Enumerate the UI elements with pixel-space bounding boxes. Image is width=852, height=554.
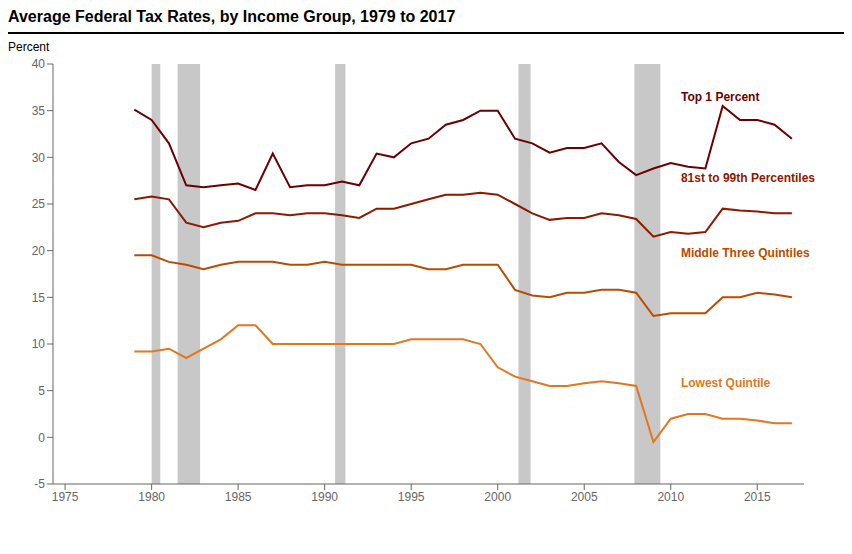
svg-text:2000: 2000 xyxy=(484,490,511,504)
svg-text:30: 30 xyxy=(32,151,46,165)
svg-text:10: 10 xyxy=(32,337,46,351)
svg-text:1985: 1985 xyxy=(225,490,252,504)
svg-text:20: 20 xyxy=(32,244,46,258)
svg-text:25: 25 xyxy=(32,197,46,211)
svg-text:2015: 2015 xyxy=(744,490,771,504)
svg-text:Top 1 Percent: Top 1 Percent xyxy=(681,90,759,104)
svg-text:1975: 1975 xyxy=(52,490,79,504)
html-text:Average Federal Tax Rates, by: Average Federal Tax Rates, by Income Gro… xyxy=(8,8,456,25)
svg-text:-5: -5 xyxy=(34,477,45,491)
svg-text:1995: 1995 xyxy=(398,490,425,504)
svg-text:0: 0 xyxy=(38,431,45,445)
svg-text:81st to 99th Percentiles: 81st to 99th Percentiles xyxy=(681,171,815,185)
svg-text:Middle Three Quintiles: Middle Three Quintiles xyxy=(681,246,810,260)
svg-text:5: 5 xyxy=(38,384,45,398)
svg-text:35: 35 xyxy=(32,104,46,118)
svg-text:15: 15 xyxy=(32,291,46,305)
svg-text:40: 40 xyxy=(32,57,46,71)
svg-text:Lowest Quintile: Lowest Quintile xyxy=(681,376,771,390)
svg-text:2010: 2010 xyxy=(657,490,684,504)
svg-text:1980: 1980 xyxy=(138,490,165,504)
svg-text:2005: 2005 xyxy=(571,490,598,504)
html-text:Percent: Percent xyxy=(8,40,50,54)
svg-text:1990: 1990 xyxy=(311,490,338,504)
